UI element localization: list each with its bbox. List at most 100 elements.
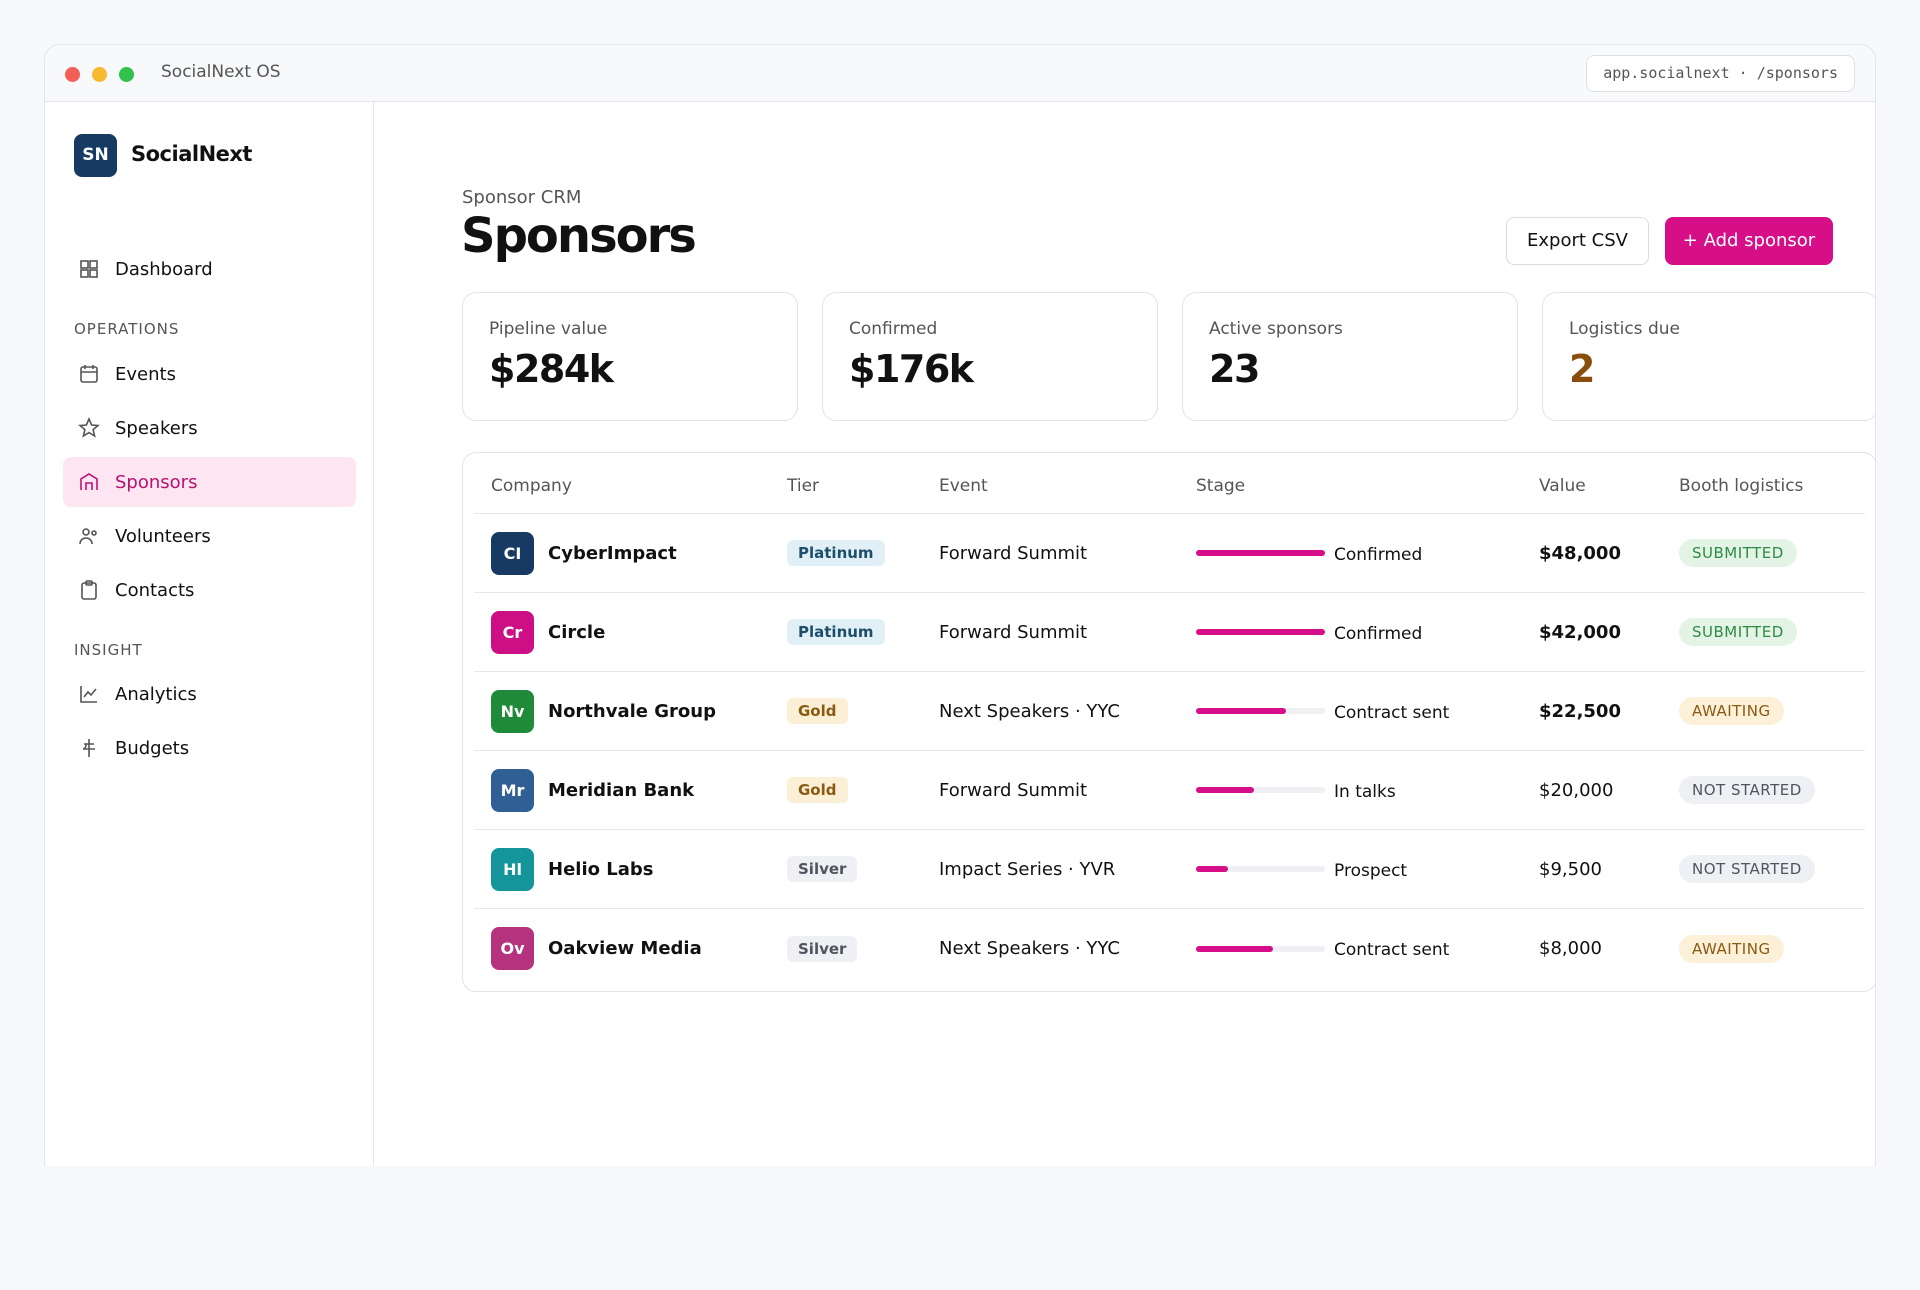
nav-label: Sponsors <box>115 471 198 493</box>
event: Forward Summit <box>939 542 1088 564</box>
stage-label: In talks <box>1334 781 1396 802</box>
column-header: Stage <box>1196 476 1246 496</box>
avatar: Nv <box>491 689 534 733</box>
nav-item-active[interactable]: Sponsors <box>63 457 356 507</box>
stage-label: Confirmed <box>1334 623 1423 644</box>
stage-track <box>1196 866 1325 872</box>
company-name: Meridian Bank <box>548 779 695 801</box>
value: $8,000 <box>1539 938 1602 959</box>
event: Forward Summit <box>939 621 1088 643</box>
table-row[interactable]: Hl Helio Labs Silver Impact Series · YVR Pro… <box>474 830 1865 909</box>
app-window: SocialNext OS app.socialnext · /sponsors… <box>44 44 1876 1166</box>
tier-badge: Platinum <box>787 619 885 645</box>
stat-card: Logistics due 2 <box>1542 292 1875 421</box>
stage-cell: Prospect <box>1196 858 1539 881</box>
url[interactable]: app.socialnext · /sponsors <box>1586 55 1855 92</box>
event: Impact Series · YVR <box>939 858 1116 880</box>
column-header: Event <box>939 476 988 496</box>
table-row[interactable]: Mr Meridian Bank Gold Forward Summit In talk… <box>474 751 1865 830</box>
company-name: Circle <box>548 621 606 643</box>
stage-progress <box>1196 708 1287 714</box>
nav-item[interactable]: Contacts <box>63 565 356 615</box>
stage-label: Contract sent <box>1334 702 1450 723</box>
event: Next Speakers · YYC <box>939 938 1120 959</box>
logo[interactable]: SN <box>74 134 117 177</box>
nav-item[interactable]: Events <box>63 349 356 399</box>
company-name: Helio Labs <box>548 858 654 880</box>
stage-track <box>1196 629 1325 635</box>
stat-value: $284k <box>489 347 614 391</box>
company-cell: Ov Oakview Media <box>491 927 787 970</box>
stage-cell: In talks <box>1196 779 1539 802</box>
column-header: Company <box>491 476 572 496</box>
stage-cell: Contract sent <box>1196 937 1539 960</box>
company-cell: Nv Northvale Group <box>491 689 787 733</box>
value: $42,000 <box>1539 621 1621 643</box>
stage-label: Confirmed <box>1334 544 1423 565</box>
nav-item[interactable]: Volunteers <box>63 511 356 561</box>
company-name: Oakview Media <box>548 938 702 959</box>
company-cell: CI CyberImpact <box>491 531 787 575</box>
sponsor-table: Company Tier Event Stage Value Booth logistic… <box>462 452 1875 992</box>
main: Sponsor CRM Sponsors Export CSV + Add sp… <box>419 102 1875 1166</box>
company-cell: Cr Circle <box>491 610 787 654</box>
stage-track <box>1196 550 1325 556</box>
logistics-badge: AWAITING <box>1679 697 1784 725</box>
nav-item[interactable]: Budgets <box>63 723 356 773</box>
eyebrow: Sponsor CRM <box>462 187 582 208</box>
company-cell: Mr Meridian Bank <box>491 768 787 812</box>
avatar: Hl <box>491 847 534 891</box>
tier-badge: Silver <box>787 856 858 882</box>
stage-progress <box>1196 629 1325 635</box>
event: Forward Summit <box>939 779 1088 801</box>
logistics-badge: NOT STARTED <box>1679 776 1815 804</box>
add-button[interactable]: + Add sponsor <box>1665 217 1833 265</box>
stage-track <box>1196 708 1325 714</box>
nav-label: Events <box>115 363 176 385</box>
value: $9,500 <box>1539 858 1602 880</box>
sidebar: SN SocialNext Dashboard OPERATIONS Event… <box>45 102 374 1166</box>
window-title: SocialNext OS <box>161 62 281 82</box>
avatar: Cr <box>491 610 534 654</box>
minimize-dot[interactable] <box>92 67 107 82</box>
nav-label: Volunteers <box>115 525 211 547</box>
nav-item[interactable]: Dashboard <box>63 244 356 294</box>
stat-value: $176k <box>849 347 974 391</box>
tier-badge: Platinum <box>787 540 885 566</box>
nav-item[interactable]: Analytics <box>63 669 356 719</box>
stat-value: 2 <box>1569 347 1595 391</box>
stage-progress <box>1196 866 1229 872</box>
table-row[interactable]: Ov Oakview Media Silver Next Speakers · YYC… <box>474 909 1865 988</box>
nav-label: Speakers <box>115 417 198 439</box>
logistics-badge: SUBMITTED <box>1679 618 1797 646</box>
column-header: Value <box>1539 476 1586 496</box>
stage-label: Contract sent <box>1334 940 1450 960</box>
stage-progress <box>1196 787 1255 793</box>
stat-label: Confirmed <box>849 319 938 339</box>
nav-label: Budgets <box>115 737 190 759</box>
table-row[interactable]: Nv Northvale Group Gold Next Speakers · YYC… <box>474 672 1865 751</box>
tier-badge: Silver <box>787 935 858 962</box>
stat-value: 23 <box>1209 347 1260 391</box>
table-row[interactable]: CI CyberImpact Platinum Forward Summit Confi… <box>474 514 1865 593</box>
section-heading: OPERATIONS <box>74 320 180 338</box>
nav-label: Dashboard <box>115 258 213 280</box>
table-row[interactable]: Cr Circle Platinum Forward Summit Confirmed $… <box>474 593 1865 672</box>
value: $20,000 <box>1539 779 1614 801</box>
nav-item[interactable]: Speakers <box>63 403 356 453</box>
export-button[interactable]: Export CSV <box>1506 217 1649 265</box>
avatar: CI <box>491 531 534 575</box>
column-header: Booth logistics <box>1679 476 1804 496</box>
brand[interactable]: SocialNext <box>131 142 252 166</box>
nav-label: Contacts <box>115 579 195 601</box>
event: Next Speakers · YYC <box>939 700 1120 722</box>
logistics-badge: AWAITING <box>1679 934 1784 963</box>
close-dot[interactable] <box>65 67 80 82</box>
avatar: Mr <box>491 768 534 812</box>
maximize-dot[interactable] <box>119 67 134 82</box>
title-bar: SocialNext OS app.socialnext · /sponsors <box>45 45 1875 102</box>
stage-track <box>1196 945 1325 952</box>
column-header: Tier <box>787 476 820 496</box>
stat-label: Active sponsors <box>1209 319 1343 339</box>
